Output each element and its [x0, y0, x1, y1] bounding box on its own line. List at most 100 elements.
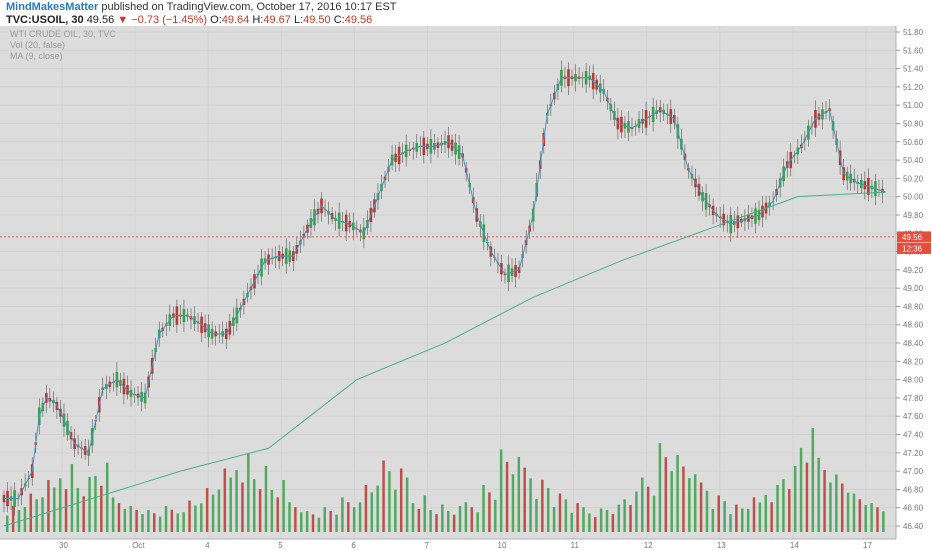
volume-bar — [182, 512, 185, 532]
volume-bar — [723, 501, 726, 532]
volume-bar — [47, 480, 50, 532]
volume-bar — [82, 496, 85, 532]
volume-bar — [247, 453, 250, 532]
y-tick-label: 48.40 — [903, 339, 924, 348]
volume-bar — [758, 502, 762, 532]
y-tick-label: 51.40 — [903, 65, 924, 74]
volume-bar — [329, 510, 332, 532]
y-tick-label: 49.00 — [903, 284, 924, 293]
grid-lines — [0, 26, 896, 539]
y-tick-label: 48.80 — [903, 302, 924, 311]
x-axis-panel[interactable] — [0, 539, 896, 550]
y-tick-label: 47.60 — [903, 412, 924, 421]
volume-bar — [676, 455, 679, 532]
high-label: H: — [252, 14, 264, 26]
y-tick-label: 51.80 — [903, 28, 924, 37]
volume-bar — [599, 508, 603, 532]
volume-bar — [252, 479, 256, 532]
y-tick-label: 50.20 — [903, 174, 924, 183]
volume-bar — [511, 474, 515, 532]
x-tick-label: 14 — [790, 541, 799, 550]
volume-bar — [811, 428, 815, 532]
volume-bar — [270, 489, 274, 532]
volume-bar — [370, 492, 374, 532]
chart-plot-area[interactable] — [0, 26, 896, 539]
volume-bar — [535, 499, 538, 532]
x-tick-label: 5 — [278, 541, 283, 550]
y-tick-label: 47.80 — [903, 394, 924, 403]
volume-bar — [394, 489, 397, 532]
volume-bar — [335, 514, 338, 532]
price-tag — [897, 231, 931, 243]
volume-bar — [688, 478, 691, 532]
x-axis-ticks: 30 Oct 4 5 6 7 10 11 12 13 14 17 — [59, 541, 872, 550]
volume-bar — [317, 517, 321, 532]
volume-bar — [347, 502, 350, 532]
volume-bar — [294, 507, 297, 532]
open-label: O: — [210, 14, 222, 26]
volume-bar — [588, 513, 591, 532]
chart-header: MindMakesMatter published on TradingView… — [6, 1, 926, 27]
volume-bar — [529, 478, 532, 532]
volume-bar — [617, 504, 621, 532]
y-tick-label: 49.80 — [903, 211, 924, 220]
volume-bar — [158, 516, 162, 532]
volume-bar — [411, 503, 415, 532]
volume-bar — [494, 499, 497, 532]
volume-bar — [641, 477, 644, 532]
volume-bar — [264, 466, 268, 532]
y-tick-label: 48.60 — [903, 321, 924, 330]
trend-line — [3, 191, 887, 527]
high-value: 49.67 — [263, 14, 291, 26]
volume-bar — [88, 477, 91, 532]
volume-bar — [305, 511, 309, 532]
volume-bar — [729, 514, 732, 532]
volume-bar — [876, 507, 879, 532]
volume-bar — [499, 449, 503, 532]
volume-bar — [658, 443, 662, 532]
y-tick-label: 47.00 — [903, 467, 924, 476]
volume-bar — [129, 505, 132, 532]
volume-bar — [364, 484, 368, 532]
volume-indicator-label[interactable]: Vol (20, false) — [10, 40, 65, 50]
volume-bar — [258, 489, 262, 532]
volume-bar — [111, 497, 115, 532]
y-tick-label: 50.40 — [903, 156, 924, 165]
y-tick-label: 51.00 — [903, 101, 924, 110]
volume-bar — [323, 507, 327, 532]
volume-bar — [799, 447, 803, 532]
volume-bar — [200, 503, 203, 532]
volume-bar — [482, 484, 485, 532]
volume-bar — [829, 482, 832, 532]
author-link[interactable]: MindMakesMatter — [6, 1, 99, 13]
price-chart[interactable]: WTI CRUDE OIL, 30, TVC Vol (20, false) M… — [0, 26, 932, 550]
volume-bar — [711, 508, 715, 532]
y-tick-label: 47.20 — [903, 449, 924, 458]
volume-bar — [582, 507, 585, 532]
y-tick-label: 49.20 — [903, 266, 924, 275]
volume-bar — [823, 470, 826, 532]
volume-bar — [388, 471, 391, 532]
volume-bar — [605, 510, 609, 532]
volume-bar — [447, 510, 450, 532]
volume-bar — [452, 514, 456, 532]
x-tick-label: 7 — [424, 541, 429, 550]
volume-bar — [476, 512, 479, 532]
volume-bar — [382, 460, 385, 532]
volume-bar — [276, 497, 279, 532]
y-tick-label: 50.00 — [903, 193, 924, 202]
y-tick-label: 46.80 — [903, 485, 924, 494]
volume-bar — [882, 511, 885, 532]
volume-bar — [523, 467, 526, 532]
y-axis-panel[interactable] — [896, 26, 932, 550]
volume-bar — [6, 515, 9, 532]
volume-bar — [141, 514, 144, 532]
y-tick-label: 51.60 — [903, 46, 924, 55]
volume-bar — [435, 514, 438, 532]
volume-bar — [846, 492, 850, 532]
volume-bar — [470, 507, 474, 532]
ma-indicator-label[interactable]: MA (9, close) — [10, 51, 63, 61]
open-value: 49.64 — [221, 14, 250, 26]
volume-bar — [858, 499, 862, 532]
volume-bar — [652, 495, 656, 532]
